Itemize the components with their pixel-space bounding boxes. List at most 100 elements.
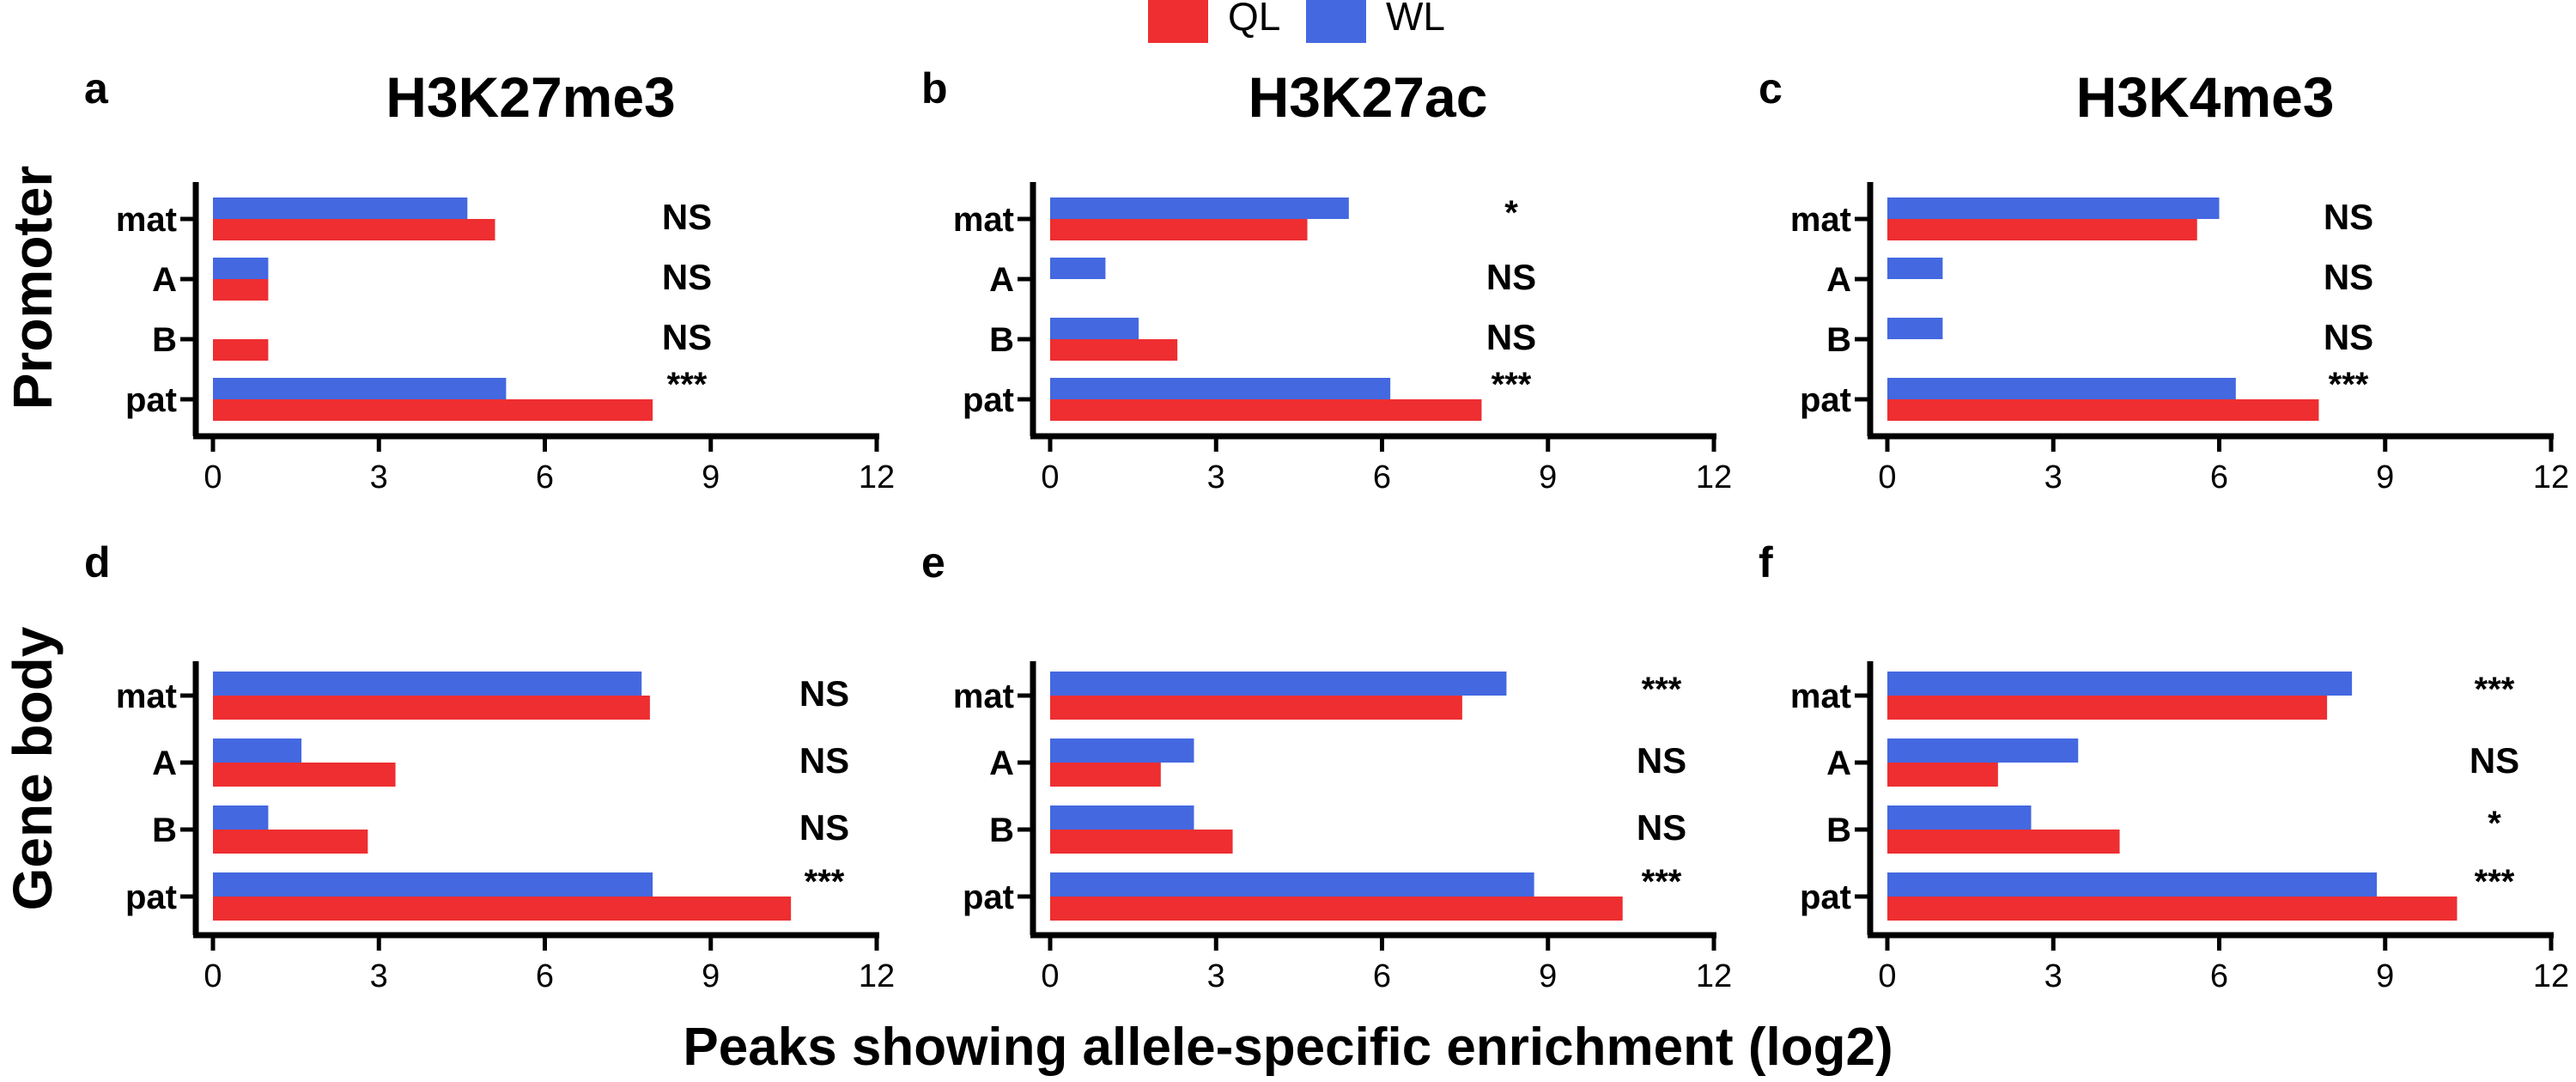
y-tick-label: mat [953,678,1014,715]
x-tick-label: 12 [1696,459,1732,495]
y-tick-label: A [1826,261,1851,299]
bar-wl-mat [213,198,468,219]
bar-wl-B [1050,318,1139,339]
y-tick-label: A [989,745,1014,782]
significance-label: *** [2475,671,2515,708]
bar-wl-A [1887,258,1943,279]
bar-ql-B [213,830,368,854]
legend-swatch-wl [1306,0,1366,43]
panel-b: b H3K27ac mat * A NS B NS pat *** 0 3 6 9 12 [921,64,1732,495]
significance-label: *** [2329,366,2369,404]
bar-wl-pat [213,378,507,399]
bar-ql-mat [213,696,650,720]
x-tick-label: 12 [859,459,895,495]
x-tick-label: 9 [702,459,720,495]
bar-ql-A [213,763,396,787]
bar-wl-mat [1887,198,2220,219]
y-tick-label: B [1826,321,1851,359]
x-tick-label: 3 [2044,459,2063,495]
x-tick-label: 9 [2376,958,2394,994]
y-tick-label: B [152,321,177,359]
x-tick-label: 9 [1539,459,1557,495]
significance-label: *** [805,863,845,901]
row-label-promoter: Promoter [2,166,64,410]
bar-ql-B [1050,339,1178,361]
panel-title: H3K4me3 [2076,65,2335,129]
panel-letter: a [84,64,109,112]
significance-label: *** [1642,671,1682,708]
y-tick-label: A [989,261,1014,299]
significance-label: NS [1486,317,1536,357]
panel-letter: e [921,538,945,587]
x-tick-label: 0 [204,958,222,994]
legend-label-ql: QL [1228,0,1280,39]
x-tick-label: 0 [1041,459,1059,495]
bar-wl-B [1887,805,2032,830]
y-tick-label: mat [1790,678,1851,715]
x-tick-label: 12 [2533,459,2569,495]
x-tick-label: 9 [1539,958,1557,994]
x-tick-label: 12 [2533,958,2569,994]
bar-ql-A [1050,763,1161,787]
bar-ql-B [213,339,269,361]
bar-wl-mat [1050,198,1349,219]
x-tick-label: 6 [1373,459,1391,495]
panel-a: a H3K27me3 mat NS A NS B NS pat *** 0 3 6 9 12 [84,64,895,495]
y-tick-label: B [152,812,177,849]
bar-wl-pat [1887,872,2378,897]
y-tick-label: pat [1800,381,1851,419]
x-tick-label: 0 [1041,958,1059,994]
panel-letter: c [1759,64,1783,112]
x-tick-label: 3 [2044,958,2063,994]
bar-wl-A [213,739,302,763]
y-tick-label: pat [125,878,177,916]
bar-ql-pat [213,897,792,921]
bar-wl-B [1050,805,1194,830]
x-tick-label: 3 [1207,958,1225,994]
bar-wl-A [1050,739,1194,763]
bar-wl-B [1887,318,1943,339]
significance-label: NS [1486,257,1536,297]
significance-label: *** [1492,366,1532,404]
y-tick-label: mat [116,201,177,239]
significance-label: NS [2324,197,2373,237]
y-tick-label: pat [963,878,1014,916]
bar-ql-A [213,279,269,301]
panel-f: f mat *** A NS B * pat *** 0 3 6 9 12 [1759,538,2569,994]
bar-wl-pat [1050,378,1391,399]
bar-wl-A [213,258,269,279]
bar-ql-pat [1050,399,1482,421]
significance-label: NS [799,673,849,714]
bar-ql-pat [1887,399,2319,421]
x-tick-label: 0 [1878,958,1896,994]
x-tick-label: 9 [2376,459,2394,495]
significance-label: NS [1637,807,1686,848]
significance-label: NS [799,807,849,848]
bar-ql-mat [1887,696,2328,720]
x-tick-label: 6 [2210,459,2228,495]
significance-label: NS [799,740,849,781]
x-tick-label: 6 [2210,958,2228,994]
bar-wl-mat [213,672,642,696]
significance-label: NS [1637,740,1686,781]
y-tick-label: B [1826,812,1851,849]
significance-label: *** [2475,863,2515,901]
legend-swatch-ql [1148,0,1208,43]
y-tick-label: pat [1800,878,1851,916]
significance-label: NS [2324,317,2373,357]
x-tick-label: 3 [370,459,388,495]
panel-e: e mat *** A NS B NS pat *** 0 3 6 9 12 [921,538,1732,994]
bar-wl-pat [213,872,653,897]
panel-letter: d [84,538,111,587]
y-tick-label: A [152,745,177,782]
significance-label: NS [662,197,712,237]
bar-ql-mat [1050,219,1308,240]
x-tick-label: 0 [1878,459,1896,495]
x-tick-label: 9 [702,958,720,994]
row-label-gene-body: Gene body [2,626,64,910]
significance-label: NS [2470,740,2519,781]
significance-label: NS [662,257,712,297]
bar-ql-mat [213,219,495,240]
panel-letter: f [1759,538,1773,587]
